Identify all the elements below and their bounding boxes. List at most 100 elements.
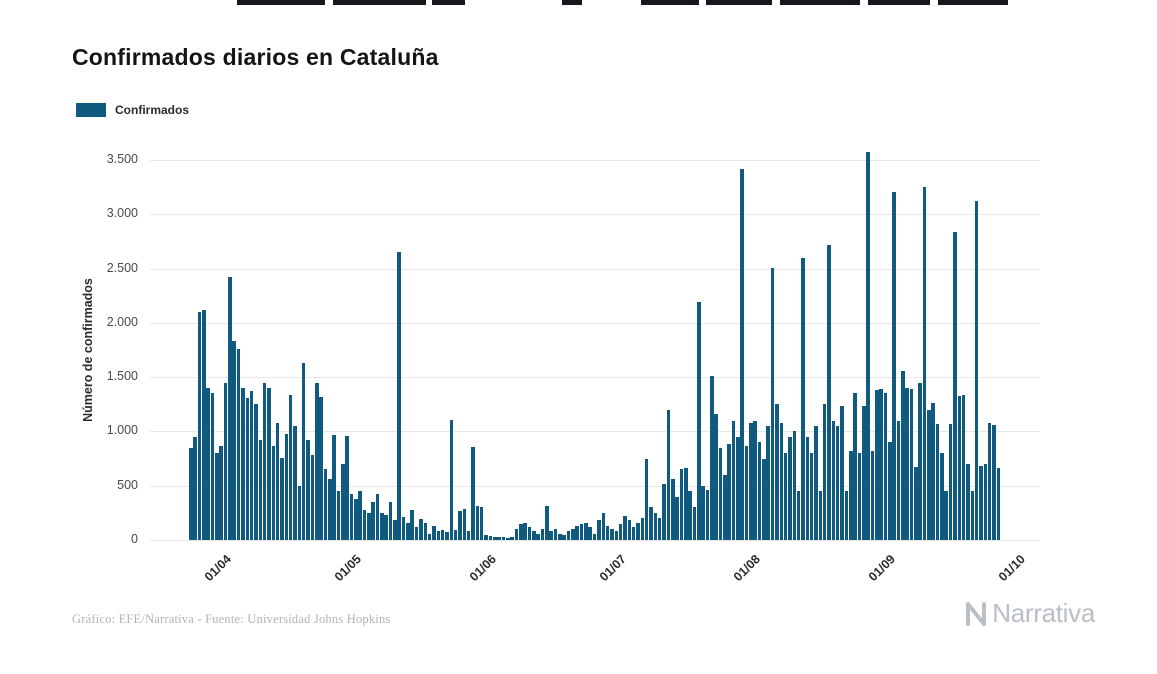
bar bbox=[371, 502, 375, 540]
bar bbox=[401, 517, 406, 540]
gridline bbox=[150, 160, 1040, 161]
bar bbox=[510, 536, 514, 540]
top-crop-artifact bbox=[333, 0, 426, 5]
bar bbox=[705, 490, 710, 540]
bar bbox=[931, 403, 935, 540]
top-crop-artifact bbox=[562, 0, 582, 5]
bar bbox=[914, 467, 918, 540]
bar bbox=[458, 510, 462, 540]
bar bbox=[206, 388, 210, 540]
bar bbox=[388, 502, 393, 540]
bar bbox=[835, 426, 840, 540]
bar bbox=[197, 312, 202, 540]
bar bbox=[692, 507, 697, 540]
bar bbox=[562, 534, 566, 540]
legend-label: Confirmados bbox=[115, 103, 190, 117]
y-tick-label: 2.000 bbox=[106, 314, 138, 329]
bar bbox=[670, 479, 675, 540]
source-caption: Gráfico: EFE/Narrativa - Fuente: Univers… bbox=[72, 612, 391, 626]
x-tick-label: 01/08 bbox=[731, 552, 764, 585]
bar bbox=[979, 466, 983, 540]
bar bbox=[610, 529, 614, 540]
bar bbox=[492, 536, 497, 540]
bar bbox=[723, 474, 727, 540]
bar bbox=[862, 406, 866, 540]
bar bbox=[966, 464, 970, 540]
y-tick-label: 0 bbox=[131, 532, 138, 546]
bar bbox=[875, 390, 879, 540]
bar bbox=[540, 529, 545, 540]
bar bbox=[796, 491, 801, 540]
bar bbox=[710, 376, 714, 540]
y-tick-label: 2.500 bbox=[106, 260, 138, 275]
bar bbox=[905, 388, 909, 540]
bar bbox=[888, 442, 892, 540]
bar bbox=[584, 522, 588, 540]
bar bbox=[927, 409, 931, 540]
bar bbox=[501, 536, 506, 540]
gridline bbox=[150, 540, 1040, 541]
bar bbox=[297, 485, 302, 540]
bar bbox=[258, 440, 263, 540]
bar bbox=[336, 491, 341, 540]
bar bbox=[792, 431, 797, 540]
bar bbox=[306, 440, 310, 540]
bar bbox=[301, 363, 306, 540]
bar bbox=[901, 370, 905, 540]
bar bbox=[271, 445, 276, 540]
bar bbox=[727, 444, 731, 540]
bar bbox=[553, 529, 558, 540]
bar bbox=[397, 252, 401, 540]
bar bbox=[466, 531, 471, 540]
bar bbox=[714, 414, 718, 540]
bar bbox=[627, 520, 632, 540]
gridline bbox=[150, 214, 1040, 216]
bar bbox=[228, 277, 232, 540]
bar bbox=[740, 168, 744, 540]
bar bbox=[766, 426, 771, 540]
gridline bbox=[150, 431, 1040, 433]
bar bbox=[809, 453, 814, 540]
bar bbox=[479, 507, 484, 540]
bar bbox=[410, 509, 415, 540]
bar bbox=[419, 519, 423, 540]
bar bbox=[288, 394, 293, 540]
bar bbox=[953, 231, 957, 540]
bar bbox=[757, 442, 762, 540]
bar bbox=[341, 464, 345, 540]
bar bbox=[314, 382, 319, 540]
bar bbox=[896, 420, 901, 540]
x-tick-label: 01/09 bbox=[865, 552, 898, 585]
bar bbox=[414, 526, 419, 540]
bar bbox=[267, 388, 271, 540]
y-tick-label: 1.500 bbox=[106, 369, 138, 384]
bar bbox=[831, 420, 836, 540]
bar bbox=[571, 529, 575, 540]
bar bbox=[853, 393, 857, 540]
bar bbox=[354, 498, 358, 540]
bar bbox=[944, 491, 949, 540]
bar bbox=[662, 483, 666, 540]
bar bbox=[453, 530, 458, 540]
bar bbox=[575, 525, 579, 540]
bar bbox=[983, 464, 988, 540]
bar bbox=[970, 491, 975, 540]
bar bbox=[657, 518, 662, 540]
bar bbox=[545, 506, 549, 540]
bar bbox=[362, 509, 367, 540]
bar bbox=[440, 530, 445, 540]
top-crop-artifact bbox=[237, 0, 325, 5]
bar bbox=[653, 512, 658, 540]
bar bbox=[427, 533, 432, 540]
bar bbox=[866, 152, 870, 540]
top-crop-artifact bbox=[780, 0, 860, 5]
bar bbox=[249, 391, 254, 540]
bar bbox=[996, 468, 1001, 540]
bar bbox=[788, 436, 792, 540]
bar bbox=[753, 420, 757, 540]
y-tick-label: 3.500 bbox=[106, 152, 138, 166]
bar bbox=[406, 522, 410, 540]
bar bbox=[749, 422, 753, 540]
bar bbox=[744, 445, 749, 540]
bar bbox=[536, 533, 540, 540]
